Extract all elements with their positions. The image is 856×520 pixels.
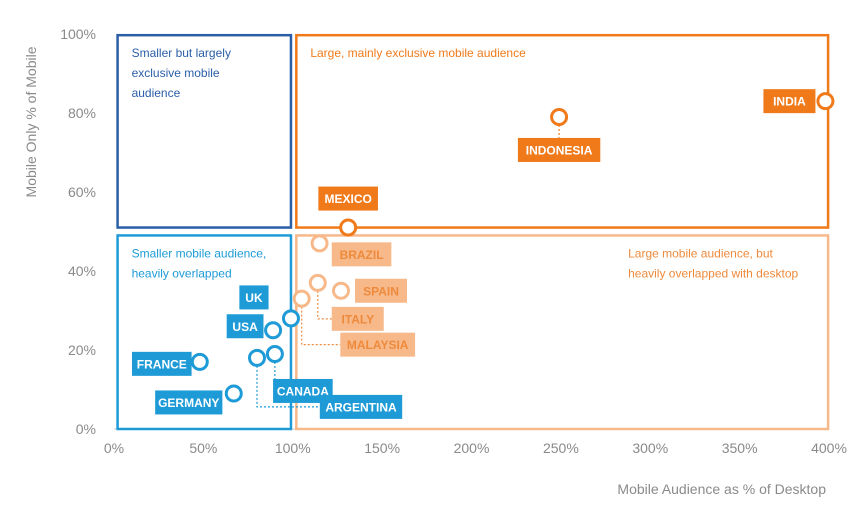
quadrant-top-right — [295, 33, 830, 229]
point-usa — [264, 321, 283, 340]
label-spain: SPAIN — [363, 284, 399, 298]
label-box-mexico — [318, 186, 378, 211]
label-france: FRANCE — [137, 357, 187, 371]
y-tick-5: 100% — [60, 26, 96, 42]
x-tick-3: 150% — [364, 440, 400, 456]
x-tick-1: 50% — [189, 440, 217, 456]
label-box-indonesia — [517, 137, 601, 162]
quadrant-label-line: Large, mainly exclusive mobile audience — [310, 46, 526, 60]
connector-argentina — [256, 357, 320, 408]
point-mexico — [339, 218, 358, 237]
point-brazil — [310, 234, 329, 253]
point-italy — [308, 273, 327, 292]
label-box-argentina — [319, 394, 403, 419]
point-uk — [281, 309, 300, 328]
label-box-brazil — [331, 242, 392, 267]
quadrant-top-left — [116, 33, 293, 229]
point-malaysia — [292, 289, 311, 308]
quadrant-label-line: Smaller mobile audience, — [132, 246, 267, 260]
label-box-malaysia — [340, 332, 416, 357]
quadrant-label-line: heavily overlapped — [132, 266, 232, 280]
point-indonesia — [550, 107, 569, 126]
y-axis-title: Mobile Only % of Mobile — [23, 46, 39, 197]
label-box-italy — [331, 306, 384, 331]
x-tick-6: 300% — [632, 440, 668, 456]
quadrant-label-top-right: Large, mainly exclusive mobile audience — [310, 46, 526, 60]
quadrant-label-top-left: Smaller but largely exclusive mobile audie… — [132, 46, 231, 100]
x-tick-2: 100% — [275, 440, 311, 456]
y-tick-4: 80% — [68, 105, 96, 121]
x-tick-0: 0% — [104, 440, 124, 456]
point-spain — [332, 281, 351, 300]
label-argentina: ARGENTINA — [325, 400, 397, 414]
label-india: INDIA — [773, 95, 806, 109]
label-box-india — [763, 89, 816, 114]
point-france — [190, 352, 209, 371]
label-italy: ITALY — [341, 312, 374, 326]
connector-malaysia — [301, 298, 341, 346]
quadrant-bottom-left — [116, 234, 293, 431]
label-brazil: BRAZIL — [340, 248, 384, 262]
x-tick-4: 200% — [454, 440, 490, 456]
quadrant-bottom-right — [295, 234, 830, 431]
label-indonesia: INDONESIA — [526, 143, 593, 157]
label-box-france — [132, 351, 192, 376]
point-germany — [224, 384, 243, 403]
point-india — [816, 92, 835, 111]
y-tick-3: 60% — [68, 184, 96, 200]
label-usa: USA — [232, 320, 258, 334]
y-tick-2: 40% — [68, 263, 96, 279]
x-axis-title: Mobile Audience as % of Desktop — [617, 481, 826, 497]
label-malaysia: MALAYSIA — [347, 338, 409, 352]
quadrant-label-line: Large mobile audience, but — [628, 246, 773, 260]
x-tick-7: 350% — [722, 440, 758, 456]
connector-italy — [317, 282, 332, 320]
label-canada: CANADA — [277, 384, 329, 398]
label-uk: UK — [245, 291, 263, 305]
quadrant-label-line: heavily overlapped with desktop — [628, 266, 798, 280]
quadrant-label-bottom-right: Large mobile audience, but heavily overla… — [628, 246, 798, 280]
quadrant-label-line: Smaller but largely — [132, 46, 231, 60]
x-tick-8: 400% — [811, 440, 847, 456]
quadrant-label-line: exclusive mobile — [132, 66, 220, 80]
label-box-spain — [355, 278, 408, 303]
y-tick-0: 0% — [76, 421, 96, 437]
label-box-germany — [155, 390, 223, 415]
label-germany: GERMANY — [158, 396, 219, 410]
quadrant-label-line: audience — [132, 86, 181, 100]
label-box-uk — [239, 285, 269, 310]
point-canada — [265, 344, 284, 363]
y-tick-1: 20% — [68, 342, 96, 358]
label-mexico: MEXICO — [324, 192, 371, 206]
x-tick-5: 250% — [543, 440, 579, 456]
label-box-usa — [226, 314, 264, 339]
point-argentina — [248, 348, 266, 367]
quadrant-label-bottom-left: Smaller mobile audience, heavily overlapp… — [132, 246, 267, 280]
